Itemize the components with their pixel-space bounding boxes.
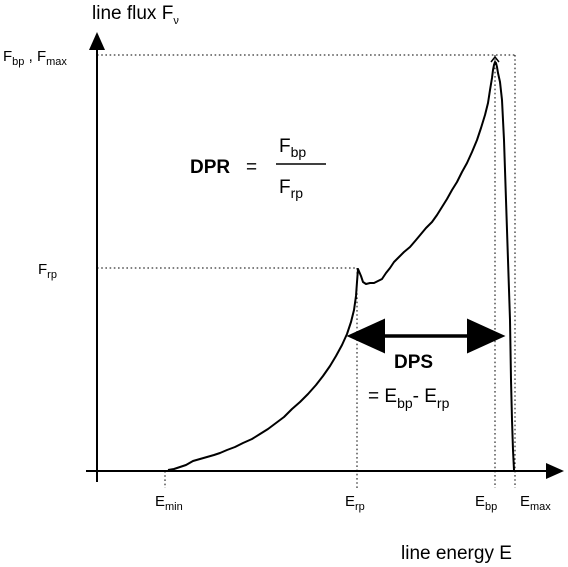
y-tick-f-rp: Frp xyxy=(38,261,57,281)
x-tick-e-rp: Erp xyxy=(345,493,365,513)
dps-label: DPS xyxy=(394,352,433,373)
guide-lines xyxy=(97,54,516,488)
dpr-label: DPR xyxy=(190,157,230,178)
y-axis-title: line flux Fν xyxy=(92,3,179,27)
x-tick-e-min: Emin xyxy=(155,493,183,513)
dps-equation: DPS = Ebp- Erp xyxy=(368,352,450,411)
x-tick-e-bp: Ebp xyxy=(475,493,497,513)
x-tick-e-max: Emax xyxy=(520,493,551,513)
x-axis-title: line energy E xyxy=(401,543,512,564)
dps-formula: = Ebp- Erp xyxy=(368,386,450,411)
dpr-denominator: Frp xyxy=(279,177,303,201)
dpr-equation: DPR = Fbp Frp xyxy=(190,136,326,201)
peak-marks xyxy=(490,55,500,63)
y-tick-f-bp-f-max: Fbp , Fmax xyxy=(3,48,67,68)
line-profile-curve xyxy=(167,61,515,471)
dpr-equals: = xyxy=(246,157,257,178)
dpr-numerator: Fbp xyxy=(279,136,306,160)
